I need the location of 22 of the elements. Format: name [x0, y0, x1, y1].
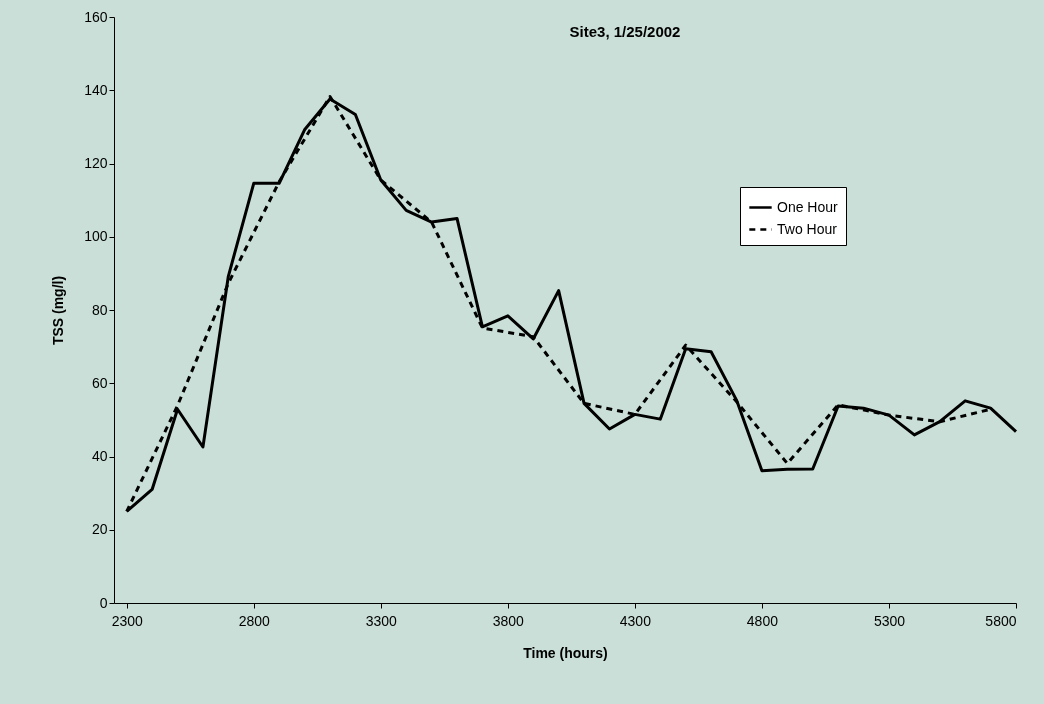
x-tick-label: 5300 [873, 612, 906, 629]
legend-label: Two Hour [777, 220, 838, 237]
x-tick-label: 4800 [746, 612, 779, 629]
x-tick-label: 2800 [238, 612, 271, 629]
x-tick-label: 5800 [985, 612, 1017, 629]
chart-title: Site3, 1/25/2002 [569, 23, 681, 40]
x-tick-label: 4300 [619, 612, 652, 629]
y-tick-label: 160 [84, 8, 108, 25]
x-tick-label: 3800 [492, 612, 525, 629]
y-tick-label: 140 [84, 81, 108, 98]
y-tick-label: 20 [91, 521, 108, 538]
y-tick-label: 40 [91, 448, 108, 464]
x-tick-label: 2300 [111, 612, 143, 629]
y-axis-title: TSS (mg/l) [50, 275, 67, 346]
y-tick-label: 120 [84, 155, 108, 171]
y-tick-label: 60 [91, 374, 108, 391]
y-tick-label: 0 [99, 594, 108, 611]
y-tick-label: 80 [91, 301, 108, 318]
y-tick-label: 100 [84, 228, 108, 245]
x-tick-label: 3300 [365, 612, 398, 629]
legend-label: One Hour [777, 198, 839, 215]
x-axis-title: Time (hours) [523, 644, 608, 661]
